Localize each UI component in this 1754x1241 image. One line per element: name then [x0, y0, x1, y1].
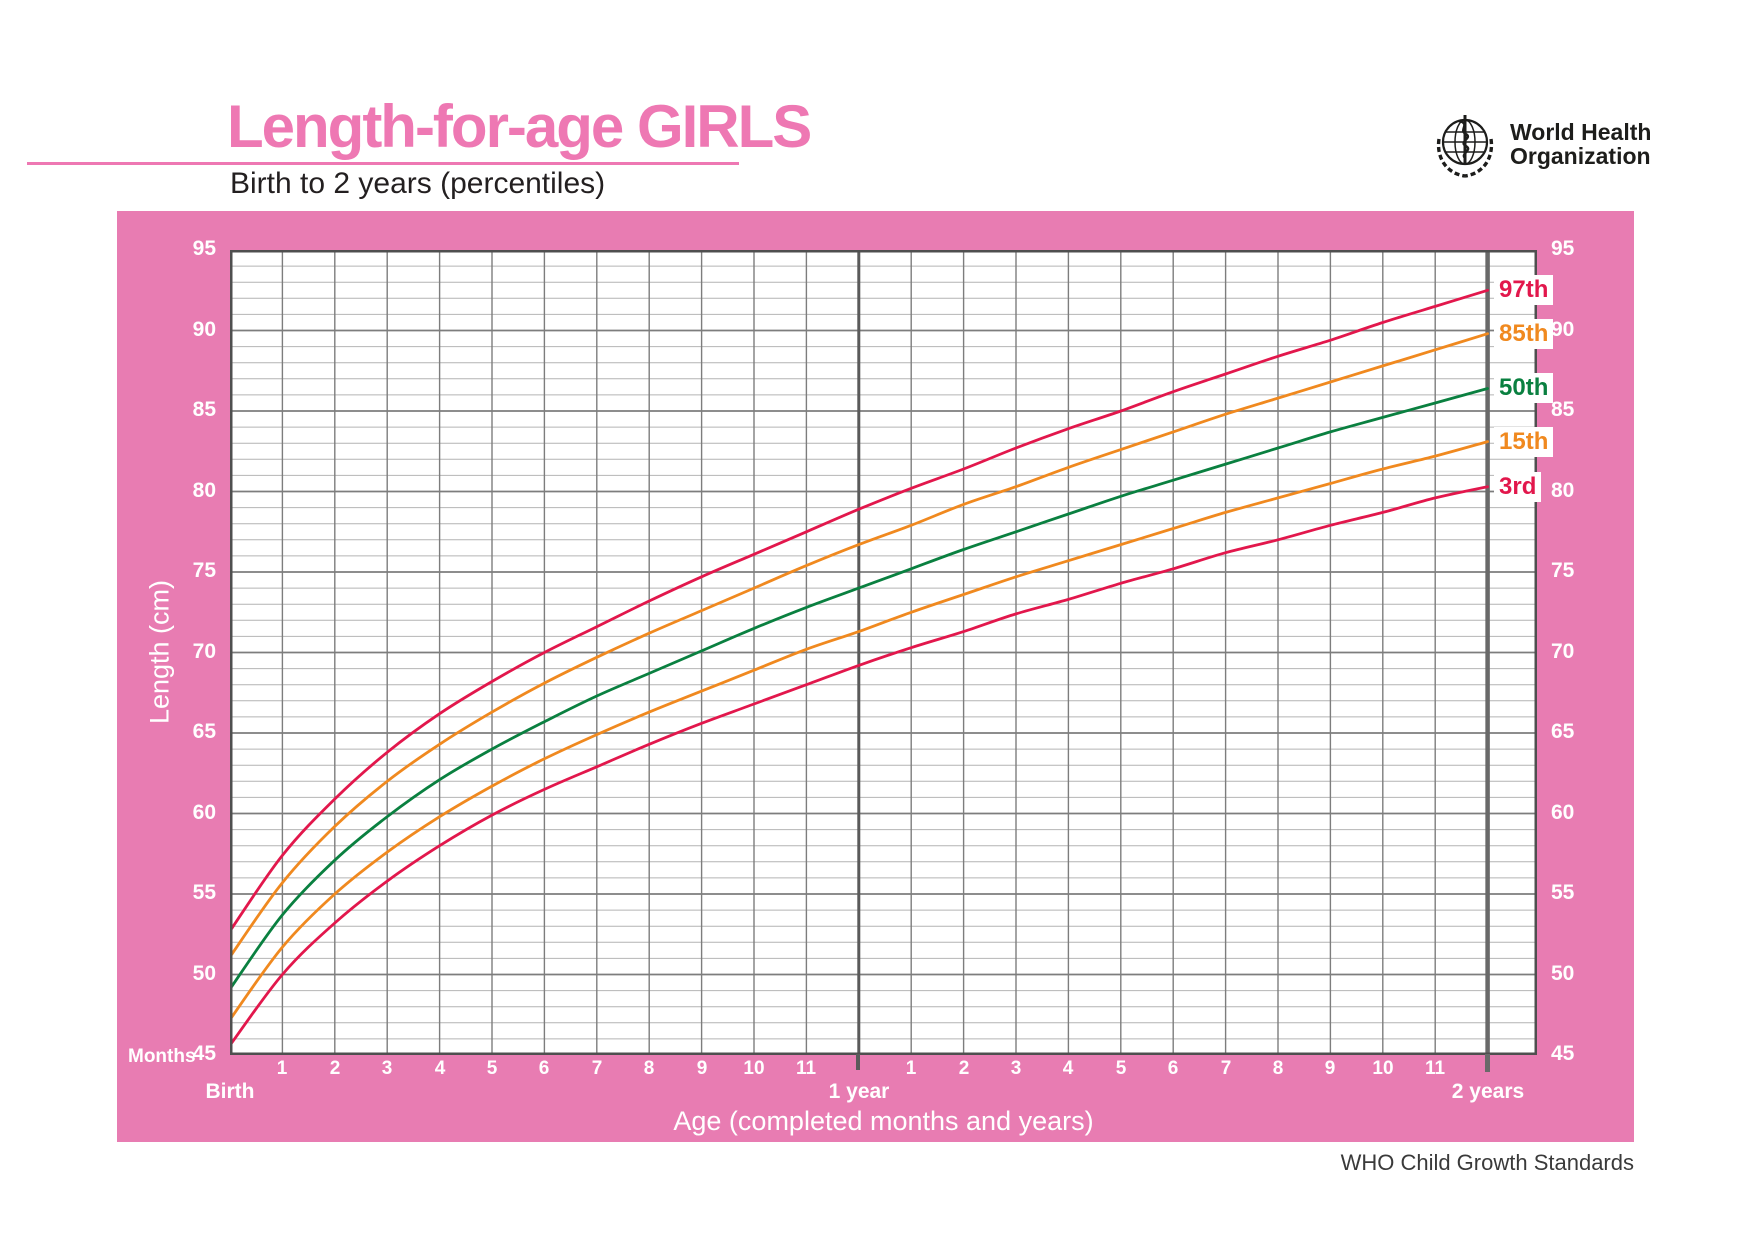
x-tick-month-2: 2: [329, 1058, 341, 1079]
percentile-label-15th: 15th: [1494, 427, 1554, 457]
title-underline: [27, 162, 739, 165]
y-tick-left-70: 70: [192, 640, 216, 663]
y-tick-left-55: 55: [192, 881, 216, 904]
x-tick-month-8: 8: [643, 1058, 655, 1079]
y-tick-left-65: 65: [192, 720, 216, 743]
x-anchor-2-years: 2 years: [1451, 1080, 1525, 1103]
y-tick-left-85: 85: [192, 398, 216, 421]
x-anchor-1-year: 1 year: [828, 1080, 890, 1103]
y-tick-left-45: 45: [192, 1042, 216, 1065]
who-logo-text-line1: World Health: [1510, 119, 1652, 145]
x-tick-month-10: 10: [743, 1058, 765, 1079]
y-tick-right-75: 75: [1551, 559, 1575, 582]
who-emblem-icon: [1428, 111, 1502, 186]
y-tick-right-70: 70: [1551, 640, 1575, 663]
percentile-label-50th: 50th: [1494, 373, 1554, 403]
x-tick-month-11: 11: [795, 1058, 817, 1079]
x-axis-title: Age (completed months and years): [673, 1106, 1094, 1136]
y-tick-left-75: 75: [192, 559, 216, 582]
x-tick-month-6: 6: [538, 1058, 550, 1079]
footer-credit: WHO Child Growth Standards: [1340, 1150, 1634, 1175]
who-logo: World Health Organization: [1428, 111, 1651, 186]
page-subtitle: Birth to 2 years (percentiles): [230, 167, 606, 200]
x-tick-month-14: 2: [958, 1058, 970, 1079]
y-tick-right-80: 80: [1551, 479, 1575, 502]
y-tick-left-95: 95: [192, 237, 216, 260]
percentile-label-3rd: 3rd: [1494, 472, 1542, 502]
page-title: Length-for-age GIRLS: [227, 93, 812, 160]
one-year-tick: [856, 1054, 860, 1070]
x-tick-month-3: 3: [381, 1058, 393, 1079]
months-label: Months: [128, 1046, 196, 1067]
percentile-label-97th: 97th: [1494, 275, 1554, 305]
x-anchor-birth: Birth: [205, 1080, 255, 1103]
x-tick-month-18: 6: [1167, 1058, 1179, 1079]
y-tick-right-65: 65: [1551, 720, 1575, 743]
x-tick-month-20: 8: [1272, 1058, 1284, 1079]
two-year-tick: [1485, 1054, 1490, 1072]
y-tick-left-90: 90: [192, 318, 216, 341]
plot-area: [230, 250, 1537, 1055]
y-tick-right-90: 90: [1551, 318, 1575, 341]
y-tick-right-45: 45: [1551, 1042, 1575, 1065]
x-tick-month-17: 5: [1115, 1058, 1127, 1079]
x-tick-month-5: 5: [486, 1058, 498, 1079]
x-tick-month-21: 9: [1324, 1058, 1336, 1079]
x-tick-month-19: 7: [1220, 1058, 1232, 1079]
x-tick-month-4: 4: [434, 1058, 446, 1079]
x-tick-month-1: 1: [276, 1058, 288, 1079]
y-tick-right-85: 85: [1551, 398, 1575, 421]
x-tick-month-13: 1: [905, 1058, 917, 1079]
who-logo-text-line2: Organization: [1510, 143, 1651, 169]
x-tick-month-22: 10: [1372, 1058, 1394, 1079]
y-tick-left-50: 50: [192, 962, 216, 985]
y-tick-right-50: 50: [1551, 962, 1575, 985]
x-tick-month-15: 3: [1010, 1058, 1022, 1079]
x-tick-month-9: 9: [696, 1058, 708, 1079]
growth-curves-chart: [230, 250, 1537, 1055]
y-tick-right-95: 95: [1551, 237, 1575, 260]
percentile-label-85th: 85th: [1494, 319, 1554, 349]
x-tick-month-16: 4: [1062, 1058, 1074, 1079]
y-tick-left-80: 80: [192, 479, 216, 502]
y-tick-left-60: 60: [192, 801, 216, 824]
y-tick-right-55: 55: [1551, 881, 1575, 904]
y-tick-right-60: 60: [1551, 801, 1575, 824]
x-tick-month-7: 7: [591, 1058, 603, 1079]
x-tick-month-23: 11: [1424, 1058, 1446, 1079]
